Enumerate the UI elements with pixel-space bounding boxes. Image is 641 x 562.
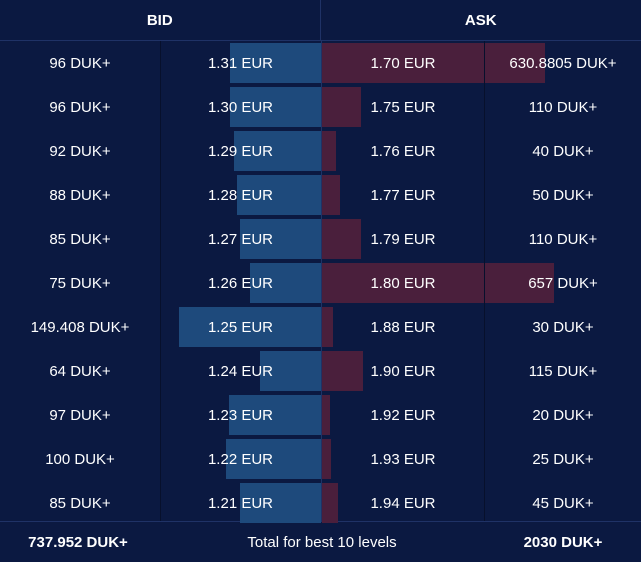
bid-total: 737.952 DUK+ [0,534,156,551]
ask-quantity: 50 DUK+ [485,173,641,217]
bid-quantity: 88 DUK+ [0,173,160,217]
bid-price: 1.28 EUR [160,173,321,217]
ask-price: 1.93 EUR [322,437,484,481]
bid-price: 1.30 EUR [160,85,321,129]
ask-quantity: 110 DUK+ [485,85,641,129]
ask-price: 1.94 EUR [322,481,484,525]
bid-price: 1.29 EUR [160,129,321,173]
divider [484,41,485,521]
bid-price: 1.31 EUR [160,41,321,85]
bid-quantity: 96 DUK+ [0,85,160,129]
bid-header: BID [0,0,321,40]
ask-total: 2030 DUK+ [485,534,641,551]
bid-quantity: 92 DUK+ [0,129,160,173]
ask-quantity: 45 DUK+ [485,481,641,525]
ask-price: 1.77 EUR [322,173,484,217]
ask-price: 1.75 EUR [322,85,484,129]
center-divider [321,41,322,521]
ask-quantity: 25 DUK+ [485,437,641,481]
ask-price: 1.79 EUR [322,217,484,261]
order-book-footer: 737.952 DUK+ Total for best 10 levels 20… [0,521,641,562]
bid-quantity: 85 DUK+ [0,481,160,525]
ask-price: 1.88 EUR [322,305,484,349]
bid-quantity: 96 DUK+ [0,41,160,85]
bid-quantity: 75 DUK+ [0,261,160,305]
bid-quantity: 97 DUK+ [0,393,160,437]
bid-price: 1.27 EUR [160,217,321,261]
divider [160,41,161,521]
ask-quantity: 115 DUK+ [485,349,641,393]
ask-quantity: 630.8805 DUK+ [485,41,641,85]
ask-price: 1.70 EUR [322,41,484,85]
total-label: Total for best 10 levels [160,534,484,551]
bid-price: 1.25 EUR [160,305,321,349]
order-book-header: BID ASK [0,0,641,41]
ask-quantity: 40 DUK+ [485,129,641,173]
bid-quantity: 100 DUK+ [0,437,160,481]
bid-quantity: 64 DUK+ [0,349,160,393]
ask-price: 1.90 EUR [322,349,484,393]
bid-price: 1.26 EUR [160,261,321,305]
ask-quantity: 657 DUK+ [485,261,641,305]
ask-quantity: 20 DUK+ [485,393,641,437]
ask-price: 1.92 EUR [322,393,484,437]
bid-quantity: 85 DUK+ [0,217,160,261]
bid-price: 1.21 EUR [160,481,321,525]
bid-price: 1.23 EUR [160,393,321,437]
ask-header: ASK [321,0,641,40]
bid-price: 1.24 EUR [160,349,321,393]
ask-quantity: 30 DUK+ [485,305,641,349]
ask-quantity: 110 DUK+ [485,217,641,261]
ask-price: 1.76 EUR [322,129,484,173]
ask-price: 1.80 EUR [322,261,484,305]
bid-quantity: 149.408 DUK+ [0,305,160,349]
bid-price: 1.22 EUR [160,437,321,481]
